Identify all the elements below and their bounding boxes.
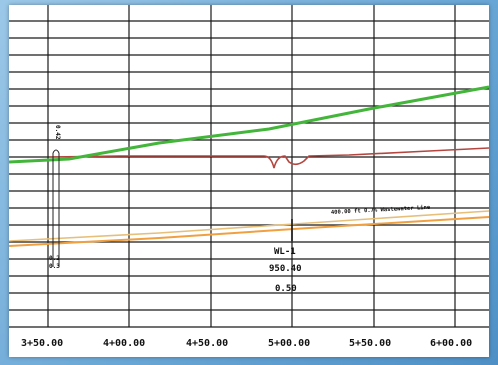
station-label: 4+00.00 [103, 338, 145, 349]
station-label: 5+00.00 [268, 338, 310, 349]
station-label: 4+50.00 [186, 338, 228, 349]
structure-id: WL-1 [274, 247, 296, 257]
left-manhole-marker [52, 149, 60, 267]
existing-ground-line [48, 147, 489, 169]
left-marker-top-text: 0.42 [54, 125, 61, 140]
profile-sheet: 0.42 0.2 0.3 400.00 ft 0.7% Wastewater L… [9, 5, 489, 357]
station-label: 5+50.00 [349, 338, 391, 349]
horizontal-gridlines [9, 20, 489, 328]
structure-elevation: 950.40 [269, 264, 302, 274]
left-marker-bottom-text-b: 0.3 [49, 263, 60, 270]
left-marker-bottom-text-a: 0.2 [49, 255, 60, 262]
pipe-note: 400.00 ft 0.7% Wastewater Line [331, 205, 431, 216]
pipe-invert-line [9, 216, 489, 247]
pipe-crown-line [9, 210, 489, 242]
proposed-grade-line [9, 85, 489, 164]
structure-depth: 0.50 [275, 284, 297, 294]
vertical-gridlines [47, 5, 456, 327]
station-label: 3+50.00 [21, 338, 63, 349]
station-label: 6+00.00 [430, 338, 472, 349]
station-labels: 3+50.00 4+00.00 4+50.00 5+00.00 5+50.00 … [21, 338, 472, 349]
profile-drawing: 0.42 0.2 0.3 400.00 ft 0.7% Wastewater L… [9, 5, 489, 349]
